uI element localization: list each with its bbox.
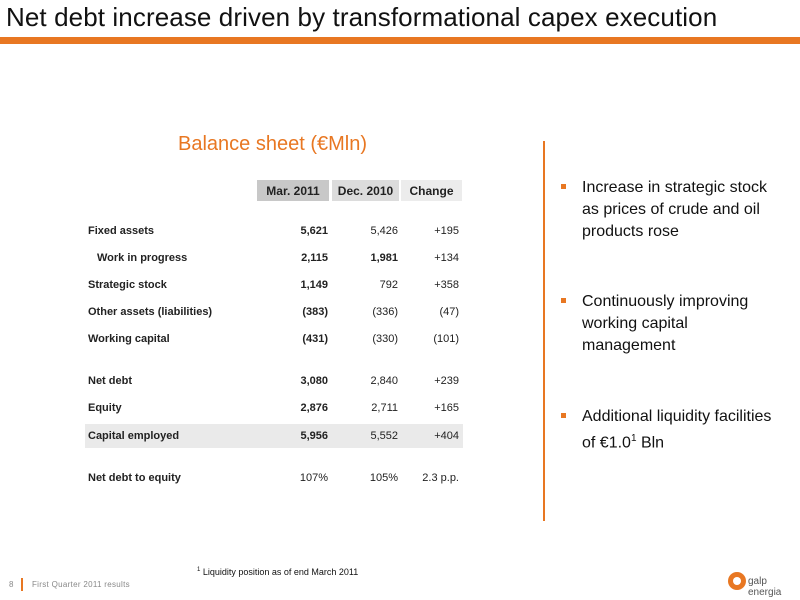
footnote: 1 Liquidity position as of end March 201… [197, 567, 358, 577]
table-row-work-in-progress: Work in progress 2,115 1,981 +134 [85, 246, 463, 270]
column-header-change: Change [401, 180, 462, 201]
cell-mar-2011: (431) [302, 333, 328, 345]
row-label: Other assets (liabilities) [88, 306, 213, 318]
cell-mar-2011: 5,621 [300, 225, 328, 237]
table-row-strategic-stock: Strategic stock 1,149 792 +358 [85, 273, 463, 297]
cell-change: 2.3 p.p. [422, 472, 459, 484]
cell-change: +134 [434, 252, 459, 264]
table-row-capital-employed: Capital employed 5,956 5,552 +404 [85, 424, 463, 448]
row-label: Net debt [88, 375, 132, 387]
bullet-text: Additional liquidity facilities of €1.01… [582, 406, 782, 454]
vertical-divider [543, 141, 545, 521]
cell-mar-2011: 1,149 [300, 279, 328, 291]
bullet-marker-icon [561, 298, 566, 303]
table-row-net-debt: Net debt 3,080 2,840 +239 [85, 369, 463, 393]
cell-dec-2010: 5,426 [370, 225, 398, 237]
company-logo: galp energia [728, 570, 794, 598]
bullet-marker-icon [561, 184, 566, 189]
bullet-text: Continuously improving working capital m… [582, 293, 749, 354]
row-label: Capital employed [88, 430, 180, 442]
cell-dec-2010: (336) [372, 306, 398, 318]
bullet-text-suffix: Bln [636, 434, 665, 452]
cell-dec-2010: 5,552 [370, 430, 398, 442]
title-underline [0, 37, 800, 44]
row-label: Equity [88, 402, 122, 414]
cell-mar-2011: 107% [299, 472, 328, 484]
column-header-mar-2011: Mar. 2011 [257, 180, 329, 201]
galp-logo-icon [728, 572, 746, 590]
row-label: Work in progress [97, 252, 188, 264]
cell-mar-2011: 3,080 [300, 375, 328, 387]
table-row-equity: Equity 2,876 2,711 +165 [85, 396, 463, 420]
footer-separator [21, 578, 23, 591]
bullet-superscript: 1 [630, 433, 637, 444]
cell-dec-2010: 792 [379, 279, 398, 291]
cell-change: +165 [434, 402, 459, 414]
cell-change: +239 [434, 375, 459, 387]
cell-change: (101) [433, 333, 459, 345]
cell-dec-2010: (330) [372, 333, 398, 345]
row-label: Fixed assets [88, 225, 155, 237]
table-row-working-capital: Working capital (431) (330) (101) [85, 327, 463, 351]
cell-change: +358 [434, 279, 459, 291]
cell-dec-2010: 2,840 [370, 375, 398, 387]
bullet-text: Increase in strategic stock as prices of… [582, 179, 767, 240]
table-row-fixed-assets: Fixed assets 5,621 5,426 +195 [85, 219, 463, 243]
page-number: 8 [9, 580, 14, 589]
column-header-dec-2010: Dec. 2010 [332, 180, 399, 201]
cell-mar-2011: (383) [302, 306, 328, 318]
footnote-marker: 1 [197, 567, 201, 573]
cell-change: (47) [439, 306, 459, 318]
page-title: Net debt increase driven by transformati… [6, 2, 718, 32]
cell-mar-2011: 5,956 [300, 430, 328, 442]
cell-dec-2010: 2,711 [371, 402, 398, 414]
bullet-text-main: Additional liquidity facilities of €1.0 [582, 408, 772, 452]
table-row-net-debt-to-equity: Net debt to equity 107% 105% 2.3 p.p. [85, 466, 463, 490]
cell-mar-2011: 2,876 [300, 402, 328, 414]
row-label: Net debt to equity [88, 472, 181, 484]
cell-dec-2010: 105% [369, 472, 398, 484]
logo-text: galp energia [748, 576, 782, 598]
table-title: Balance sheet (€Mln) [178, 133, 367, 155]
footer-text: First Quarter 2011 results [32, 580, 130, 589]
table-row-other-assets: Other assets (liabilities) (383) (336) (… [85, 300, 463, 324]
cell-mar-2011: 2,115 [301, 252, 328, 264]
footnote-text: Liquidity position as of end March 2011 [200, 567, 359, 577]
cell-dec-2010: 1,981 [370, 252, 398, 264]
row-label: Working capital [88, 333, 170, 345]
bullet-marker-icon [561, 413, 566, 418]
cell-change: +195 [434, 225, 459, 237]
row-label: Strategic stock [88, 279, 167, 291]
cell-change: +404 [434, 430, 459, 442]
